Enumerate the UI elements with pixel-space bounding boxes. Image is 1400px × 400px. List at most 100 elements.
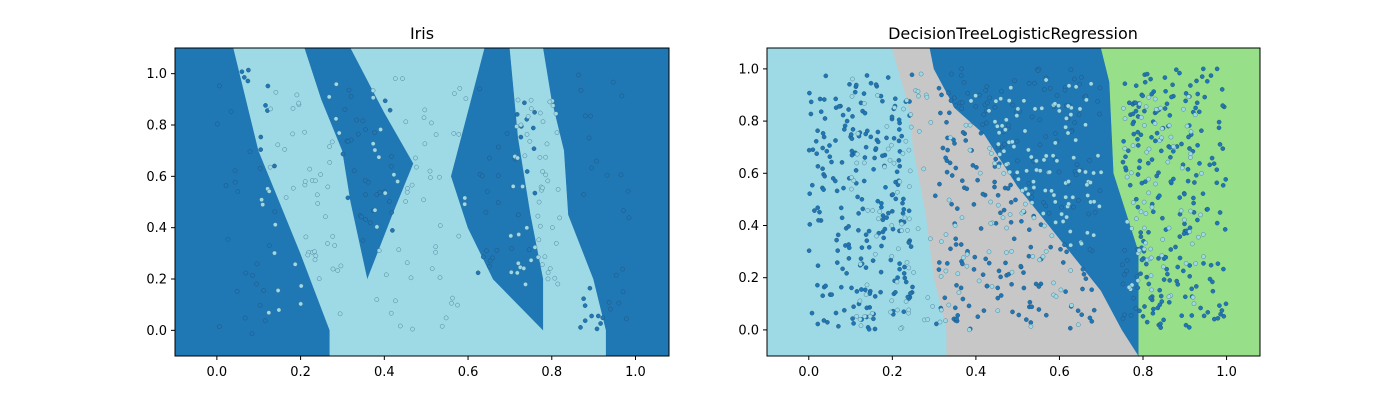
scatter-point	[880, 153, 885, 159]
scatter-point	[1060, 219, 1066, 224]
scatter-point	[875, 198, 881, 204]
scatter-point	[943, 232, 949, 237]
scatter-point	[895, 307, 900, 313]
scatter-point	[873, 251, 878, 257]
scatter-point	[327, 144, 332, 149]
scatter-point	[613, 272, 619, 278]
scatter-point	[1177, 195, 1182, 200]
scatter-point	[351, 168, 357, 173]
scatter-point	[998, 210, 1003, 216]
scatter-point	[1037, 142, 1043, 148]
scatter-point	[833, 138, 838, 143]
scatter-point	[391, 172, 397, 177]
scatter-point	[946, 302, 952, 308]
scatter-point	[618, 172, 624, 178]
scatter-point	[1064, 249, 1069, 255]
scatter-point	[947, 160, 953, 166]
scatter-point	[859, 196, 865, 202]
scatter-point	[851, 304, 856, 310]
scatter-point	[487, 258, 493, 264]
scatter-point	[1088, 81, 1094, 87]
scatter-point	[874, 233, 879, 239]
scatter-point	[555, 281, 561, 287]
scatter-point	[978, 226, 984, 231]
scatter-point	[896, 117, 902, 123]
scatter-point	[855, 194, 860, 200]
scatter-point	[954, 316, 959, 322]
chart-dtlr: 0.0 0.2 0.4 0.6 0.8 1.0 0.0 0.2 0.4 0.6 0.8 1.0 Dec…	[738, 24, 1261, 380]
scatter-point	[897, 163, 903, 169]
scatter-point	[1135, 204, 1141, 210]
scatter-point	[905, 294, 911, 300]
scatter-point	[382, 190, 388, 196]
scatter-point	[259, 197, 264, 202]
scatter-point	[1157, 193, 1162, 198]
scatter-point	[1068, 67, 1074, 72]
scatter-point	[1089, 287, 1094, 293]
scatter-point	[1009, 281, 1014, 287]
scatter-point	[247, 149, 253, 154]
scatter-point	[1043, 153, 1049, 159]
scatter-point	[360, 238, 366, 243]
scatter-point	[984, 283, 990, 289]
scatter-point	[1197, 161, 1202, 166]
scatter-point	[1044, 312, 1049, 318]
scatter-point	[514, 112, 520, 117]
scatter-point	[1043, 203, 1049, 209]
scatter-point	[403, 119, 409, 125]
scatter-point	[1126, 148, 1131, 153]
scatter-point	[1015, 106, 1021, 112]
scatter-point	[537, 155, 543, 160]
y-tick-label: 0.8	[738, 115, 759, 130]
scatter-point	[910, 284, 915, 290]
scatter-point	[1215, 261, 1221, 267]
scatter-point	[1065, 103, 1071, 109]
scatter-point	[1143, 179, 1148, 184]
y-tick-label: 1.0	[146, 67, 167, 82]
y-tick-label: 0.4	[738, 219, 759, 234]
scatter-point	[1003, 127, 1008, 132]
scatter-point	[272, 222, 278, 227]
scatter-point	[858, 323, 864, 329]
scatter-point	[290, 185, 296, 191]
scatter-point	[1036, 284, 1042, 289]
scatter-point	[970, 163, 976, 168]
scatter-point	[1220, 103, 1225, 108]
scatter-point	[241, 75, 247, 80]
scatter-point	[995, 308, 1001, 314]
scatter-point	[400, 76, 405, 81]
scatter-point	[1215, 315, 1221, 321]
scatter-point	[495, 200, 501, 205]
scatter-point	[928, 236, 933, 242]
scatter-point	[877, 209, 883, 214]
scatter-point	[1085, 193, 1090, 198]
scatter-point	[965, 90, 971, 96]
scatter-point	[1085, 230, 1090, 236]
scatter-point	[1008, 182, 1013, 188]
scatter-point	[861, 178, 867, 184]
scatter-point	[842, 307, 847, 313]
scatter-point	[397, 323, 403, 329]
scatter-point	[977, 170, 983, 176]
scatter-point	[283, 195, 289, 200]
scatter-point	[973, 93, 978, 98]
scatter-point	[1079, 75, 1084, 80]
scatter-point	[1142, 123, 1147, 128]
scatter-point	[1144, 261, 1149, 267]
scatter-point	[1186, 94, 1191, 99]
scatter-point	[386, 199, 392, 204]
x-tick-label: 0.0	[207, 365, 228, 380]
scatter-point	[1128, 313, 1134, 318]
scatter-point	[1159, 148, 1164, 154]
scatter-point	[273, 90, 279, 95]
scatter-point	[362, 178, 368, 183]
scatter-point	[336, 130, 342, 136]
scatter-point	[884, 135, 889, 141]
scatter-point	[1074, 162, 1080, 167]
scatter-point	[589, 165, 594, 171]
scatter-point	[1043, 134, 1049, 139]
scatter-point	[1159, 126, 1165, 131]
scatter-point	[984, 120, 989, 126]
chart-iris-regions	[174, 47, 670, 357]
scatter-point	[390, 228, 395, 233]
